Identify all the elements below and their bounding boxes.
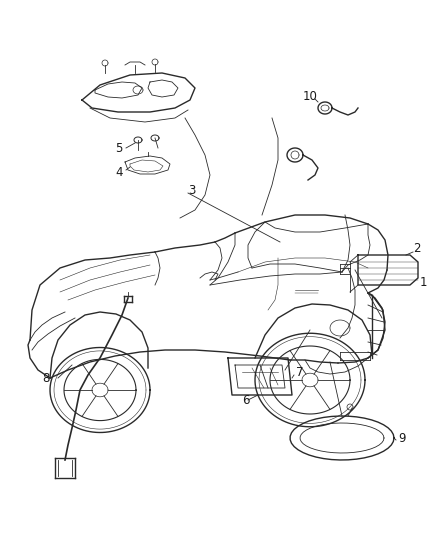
Text: 1: 1 (420, 276, 427, 288)
Text: 8: 8 (42, 372, 49, 384)
Text: 2: 2 (413, 241, 420, 254)
Text: 4: 4 (115, 166, 123, 179)
Text: 10: 10 (303, 90, 318, 102)
Text: 6: 6 (242, 393, 250, 407)
Text: 5: 5 (115, 141, 122, 155)
Text: 7: 7 (296, 366, 304, 378)
Text: 3: 3 (188, 183, 195, 197)
Text: 9: 9 (398, 432, 406, 445)
